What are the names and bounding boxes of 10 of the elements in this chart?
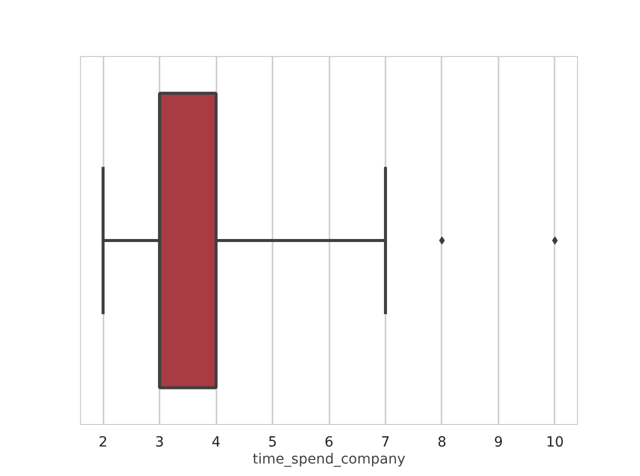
x-tick-label: 4: [212, 434, 221, 450]
x-tick-label: 9: [494, 434, 503, 450]
x-tick-label: 10: [546, 434, 564, 450]
x-tick-label: 2: [98, 434, 108, 450]
x-tick-label: 3: [155, 434, 164, 450]
x-tick-label: 7: [381, 434, 390, 450]
x-tick-label: 6: [324, 434, 334, 450]
x-tick-label: 8: [438, 434, 446, 450]
x-tick-label: 5: [268, 434, 277, 450]
x-axis-title: time_spend_company: [252, 452, 406, 468]
